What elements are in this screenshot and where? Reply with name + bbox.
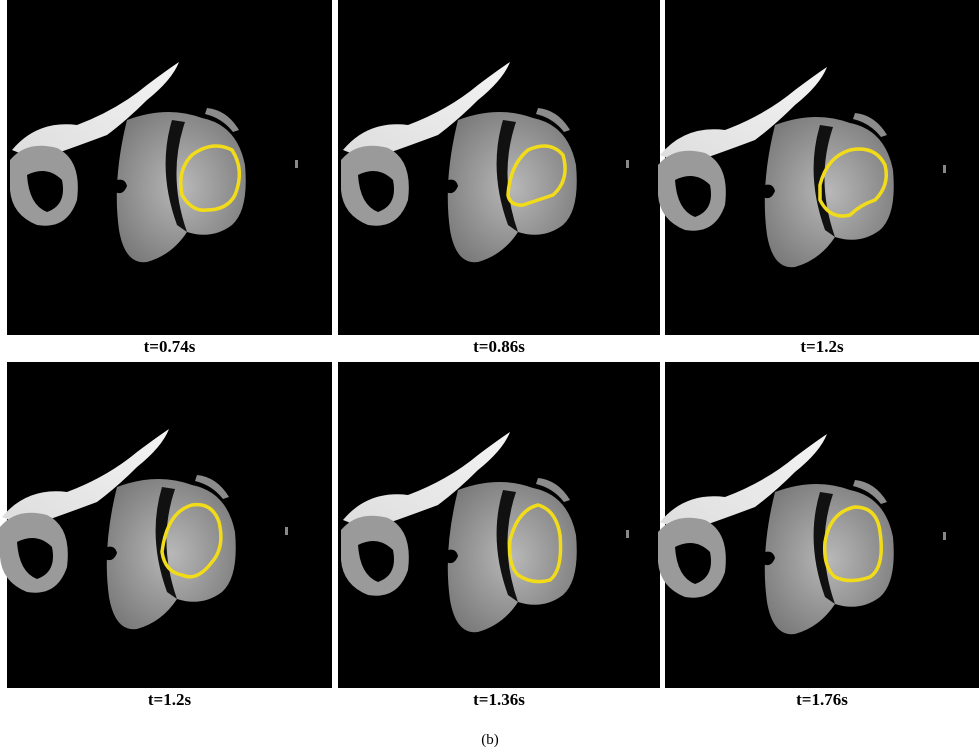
image-panel [0,362,332,688]
image-panel [658,0,979,335]
image-panel [338,362,660,688]
figure-caption: (b) [481,732,499,748]
figure: (b) t=0.74s t=0.86s t=1.2s t=1.2s t=1.36s t=1… [0,0,979,755]
panel-label: t=1.2s [800,337,844,356]
panel-label: t=0.74s [144,337,196,356]
panel-label: t=1.2s [148,690,192,709]
panel-label: t=1.76s [796,690,848,709]
image-panel [338,0,660,335]
image-panel [658,362,979,688]
panel-label: t=1.36s [473,690,525,709]
image-panel [7,0,332,335]
panel-label: t=0.86s [473,337,525,356]
